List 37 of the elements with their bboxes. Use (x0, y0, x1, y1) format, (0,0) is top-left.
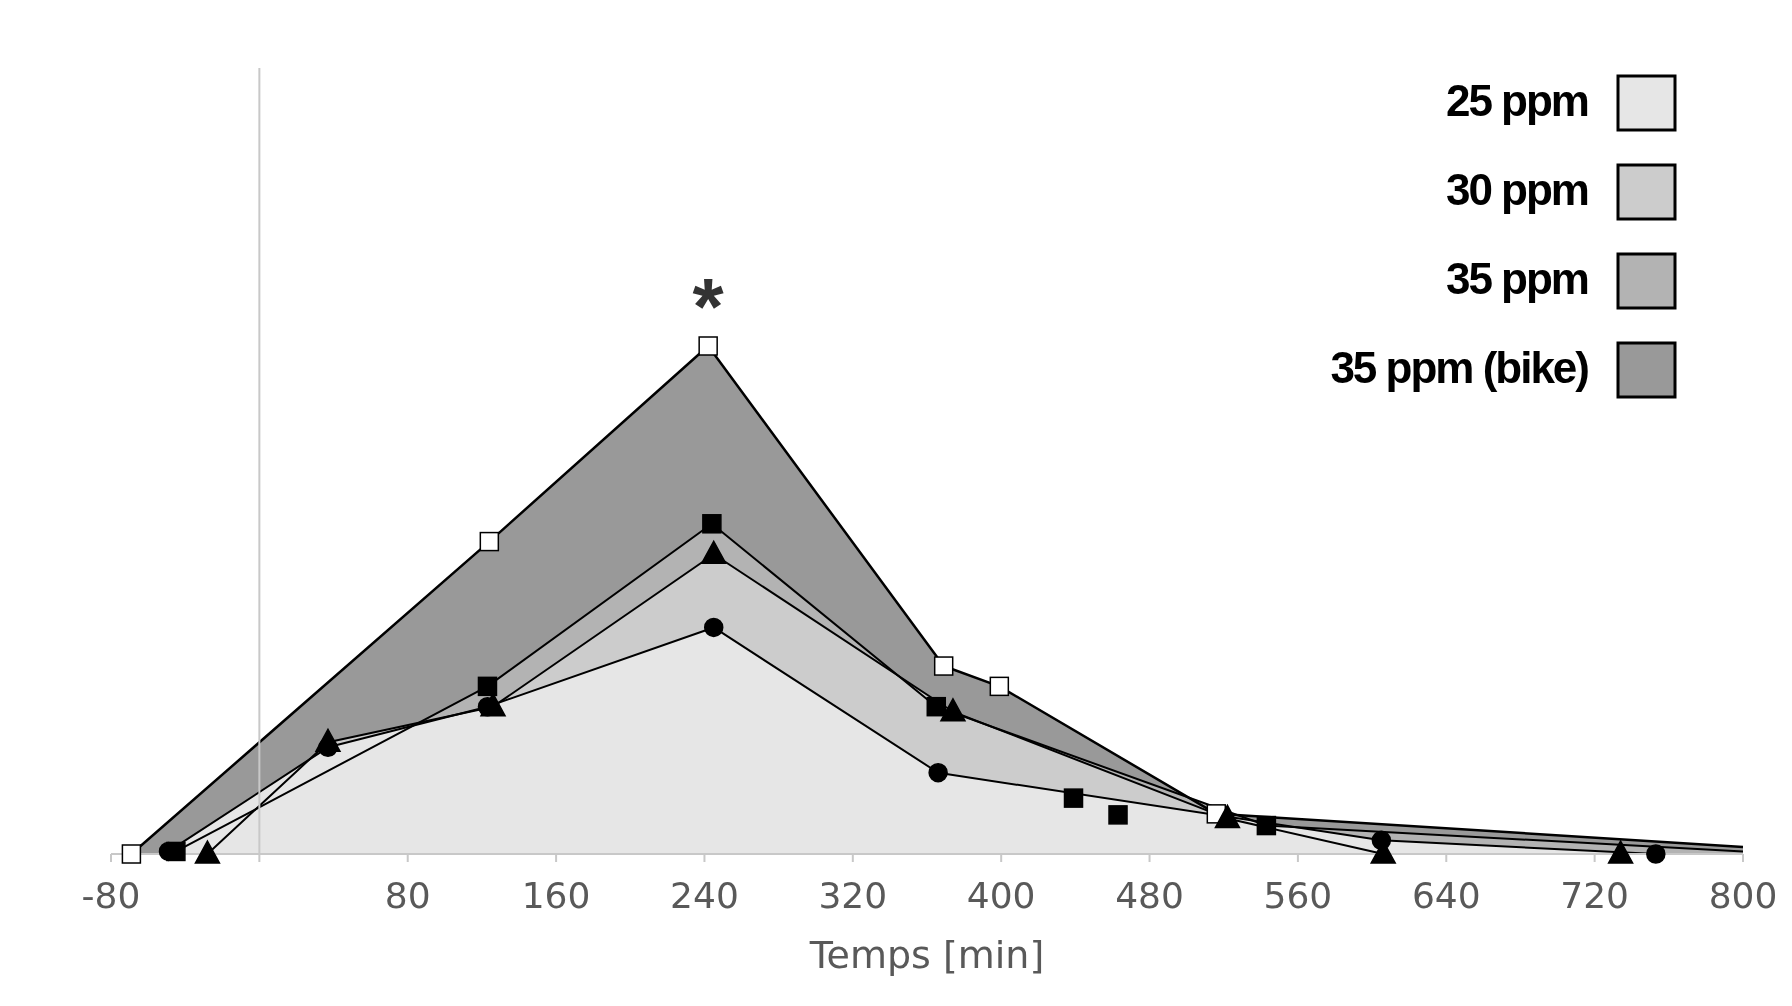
legend-label: 25 ppm (1445, 76, 1588, 125)
x-tick-label: -80 (81, 875, 141, 916)
point (703, 617, 724, 638)
x-tick-label: 720 (1560, 875, 1629, 916)
x-tick-label: 160 (521, 875, 591, 916)
point (194, 840, 221, 864)
x-tick-label: 480 (1115, 875, 1184, 916)
point (1371, 830, 1392, 851)
x-axis-title: Temps [min] (808, 933, 1045, 977)
x-tick-label: 640 (1411, 875, 1481, 916)
point (702, 514, 722, 534)
point (1108, 805, 1128, 825)
annotation: * (692, 262, 725, 351)
point (926, 696, 947, 717)
point (1214, 804, 1241, 829)
point (479, 531, 500, 552)
legend-label: 35 ppm (1445, 254, 1588, 303)
point (989, 676, 1010, 697)
point (1256, 815, 1277, 836)
point (698, 336, 718, 356)
x-tick-label: 80 (384, 875, 431, 916)
point (477, 676, 498, 697)
x-tick-label: 800 (1708, 875, 1778, 916)
point (121, 844, 142, 864)
point (933, 656, 954, 676)
x-tick-label: 240 (670, 875, 739, 916)
x-tick-label: 560 (1263, 875, 1333, 916)
x-tick-label: 320 (818, 875, 888, 916)
point (700, 540, 727, 565)
legend-label: 35 ppm (bike) (1330, 343, 1589, 392)
point (940, 698, 966, 722)
point (1607, 840, 1634, 864)
point (928, 762, 948, 783)
point (1063, 788, 1084, 808)
legend-label: 30 ppm (1445, 165, 1588, 214)
point (1646, 844, 1666, 864)
x-tick-label: 400 (966, 875, 1036, 916)
